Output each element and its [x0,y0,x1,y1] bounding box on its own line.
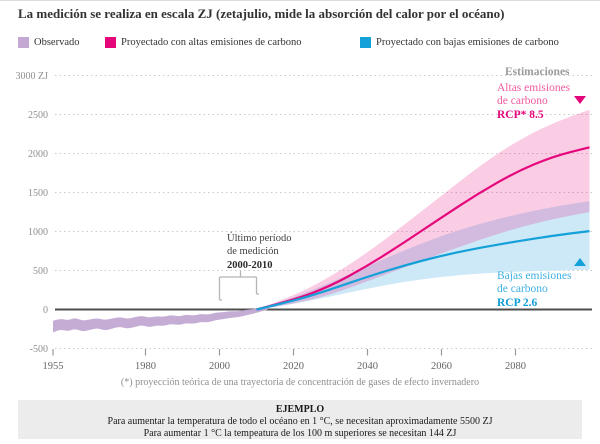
estimates-labels: Estimaciones Altas emisiones de carbono … [497,66,586,309]
low-label-line2: de carbono [497,283,548,295]
example-heading: EJEMPLO [275,404,325,415]
y-tick-label: 2500 [28,110,48,121]
measurement-annotation: Último período de medición 2000-2010 [218,232,291,301]
legend-label-observado: Observado [34,37,80,48]
rcp26-band [256,201,590,310]
y-tick-label: 500 [33,266,48,277]
y-tick-label: 1500 [28,188,48,199]
y-tick-label: 0 [43,305,48,316]
plot-area: 3000 ZJ 2500 2000 1500 1000 500 0 -500 1955 1980 2… [16,71,592,372]
page-title: La medición se realiza en escala ZJ (zet… [18,6,505,21]
annotation-period: 2000-2010 [227,260,273,271]
x-tick-label: 2080 [505,361,526,372]
legend-item-observado: Observado [18,37,80,48]
y-tick-label: 3000 ZJ [16,71,49,82]
rcp85-line [256,146,590,311]
legend-item-altas-emisiones: Proyectado con altas emisiones de carbon… [105,37,301,48]
legend-label-altas: Proyectado con altas emisiones de carbon… [121,37,302,48]
top-border [0,0,600,1]
low-emissions-swatch-icon [360,37,371,48]
low-label-line1: Bajas emisiones [497,270,572,282]
ocean-heat-chart: 3000 ZJ 2500 2000 1500 1000 500 0 -500 1955 1980 2… [16,66,592,372]
high-label-line2: de carbono [497,95,548,107]
x-tick-label: 2060 [431,361,452,372]
x-tick-label: 2000 [209,361,230,372]
legend: Observado Proyectado con altas emisiones… [0,37,600,51]
annotation-line2: de medición [227,246,279,257]
x-tick-label: 2020 [283,361,304,372]
x-tick-label: 1980 [135,361,156,372]
observed-swatch-icon [18,37,29,48]
footnote: (*) proyección teórica de una trayectori… [120,377,480,388]
rcp26-line [256,230,590,311]
legend-item-bajas-emisiones: Proyectado con bajas emisiones de carbon… [360,37,559,48]
example-line2: Para aumentar 1 °C la tempeatura de los … [143,428,457,439]
annotation-line1: Último período [227,232,291,244]
high-emissions-swatch-icon [105,37,116,48]
y-tick-label: -500 [30,344,48,355]
low-rcp-label: RCP 2.6 [497,297,538,309]
observed-band [53,307,268,333]
estimates-heading: Estimaciones [505,66,570,78]
y-tick-label: 2000 [28,149,48,160]
period-bracket [218,270,259,301]
rcp85-band [256,109,590,310]
low-emissions-arrow-icon [574,258,586,266]
high-label-line1: Altas emisiones [497,82,571,94]
high-emissions-arrow-icon [574,96,586,104]
example-line1: Para aumentar la temperatura de todo el … [107,416,493,427]
example-box: EJEMPLO Para aumentar la temperatura de … [18,400,582,439]
legend-label-bajas: Proyectado con bajas emisiones de carbon… [376,37,559,48]
high-rcp-label: RCP* 8.5 [497,109,544,121]
x-tick-label: 2040 [357,361,378,372]
y-tick-label: 1000 [28,227,48,238]
x-tick-label: 1955 [43,361,64,372]
